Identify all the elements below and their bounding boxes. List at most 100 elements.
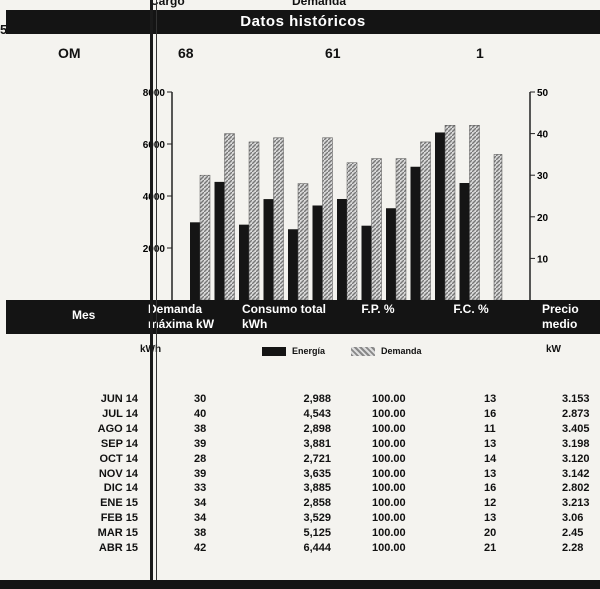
bar-demanda <box>493 154 503 300</box>
cell-consumo: 3,881 <box>303 437 331 450</box>
table-row: SEP 14 39 3,881 100.00 13 3.198 <box>0 438 600 450</box>
table-row: DIC 14 33 3,885 100.00 16 2.802 <box>0 482 600 494</box>
left-axis-tick-label: 6000 <box>143 140 166 151</box>
cell-precio: 2.45 <box>562 527 584 540</box>
cell-consumo: 5,125 <box>303 527 331 540</box>
bar-energia <box>288 229 298 300</box>
bar-demanda <box>444 125 456 300</box>
cell-demanda: 39 <box>194 437 207 450</box>
left-axis-tick-label: 2000 <box>143 244 166 255</box>
history-chart: 2000 4000 6000 8000 10 20 30 40 50 <box>143 88 549 300</box>
table-row: JUL 14 40 4,543 100.00 16 2.873 <box>0 408 600 420</box>
bar-energia <box>435 132 445 300</box>
col-header-precio: Precio medio <box>542 302 579 331</box>
cell-mes: SEP 14 <box>100 437 138 450</box>
col-header-demanda: Demanda máxima kW <box>148 302 215 331</box>
table-row: MAR 15 38 5,125 100.00 20 2.45 <box>0 527 600 539</box>
bar-energia <box>214 181 225 300</box>
cell-consumo: 2,721 <box>303 452 331 465</box>
bar-demanda <box>322 137 333 300</box>
table-row: FEB 15 34 3,529 100.00 13 3.06 <box>0 512 600 524</box>
summary-label: OM <box>58 45 81 61</box>
cell-fc: 13 <box>484 437 497 450</box>
cell-precio: 2.28 <box>562 542 584 554</box>
bar-demanda <box>469 125 480 300</box>
table-row: ABR 15 42 6,444 100.00 21 2.28 <box>0 542 600 554</box>
cell-precio: 3.06 <box>562 512 584 525</box>
bar-energia <box>312 205 323 300</box>
cell-demanda: 30 <box>194 393 207 405</box>
cell-mes: ABR 15 <box>98 542 138 554</box>
table-row: JUN 14 30 2,988 100.00 13 3.153 <box>0 393 600 405</box>
cell-demanda: 38 <box>194 527 207 540</box>
legend-label-energia: Energía <box>292 346 326 356</box>
bar-energia <box>190 222 200 300</box>
left-axis-tick-label: 4000 <box>143 192 166 203</box>
cell-mes: JUN 14 <box>100 393 138 405</box>
bar-energia <box>459 183 470 300</box>
cell-consumo: 6,444 <box>303 542 331 554</box>
bar-demanda <box>371 158 382 300</box>
cell-consumo: 2,898 <box>303 422 331 435</box>
cell-fp: 100.00 <box>372 542 406 554</box>
cell-precio: 3.120 <box>562 452 590 465</box>
cell-precio: 3.153 <box>562 393 590 405</box>
col-header-mes: Mes <box>72 308 96 322</box>
table-row: AGO 14 38 2,898 100.00 11 3.405 <box>0 423 600 435</box>
cell-demanda: 33 <box>194 482 207 495</box>
bar-energia <box>239 224 249 300</box>
bar-demanda <box>248 141 260 300</box>
cell-precio: 2.873 <box>562 407 590 420</box>
cell-fp: 100.00 <box>372 437 406 450</box>
cut-header-demanda: Demanda <box>292 0 347 8</box>
cell-fp: 100.00 <box>372 527 406 540</box>
cell-precio: 3.213 <box>562 497 590 510</box>
table-row: ENE 15 34 2,858 100.00 12 3.213 <box>0 497 600 509</box>
summary-value-3: 1 <box>476 45 484 61</box>
cell-fp: 100.00 <box>372 512 406 525</box>
cell-consumo: 4,543 <box>303 407 331 420</box>
col-header-fp: F.P. % <box>361 302 395 316</box>
cell-precio: 2.802 <box>562 482 590 495</box>
summary-value-1: 68 <box>178 45 194 61</box>
table-row: OCT 14 28 2,721 100.00 14 3.120 <box>0 453 600 465</box>
bar-demanda <box>199 174 211 300</box>
cell-precio: 3.142 <box>562 467 590 480</box>
vertical-rule-left <box>150 0 153 589</box>
chart-legend: Energía Demanda <box>262 346 422 356</box>
cell-consumo: 3,885 <box>303 482 331 495</box>
right-axis-unit: kW <box>546 344 561 355</box>
bar-energia <box>386 208 396 300</box>
bar-energia <box>410 166 421 300</box>
cell-mes: OCT 14 <box>99 452 138 465</box>
left-cut-number: 5 <box>0 22 8 37</box>
bar-energia <box>337 198 347 300</box>
bottom-bar <box>0 580 600 589</box>
bar-demanda <box>297 183 309 300</box>
cell-fc: 11 <box>484 422 496 435</box>
cell-precio: 3.405 <box>562 422 590 435</box>
cell-fp: 100.00 <box>372 467 406 480</box>
summary-value-2: 61 <box>325 45 341 61</box>
cell-consumo: 3,635 <box>303 467 331 480</box>
cell-mes: NOV 14 <box>98 467 138 480</box>
cell-fp: 100.00 <box>372 407 406 420</box>
cell-demanda: 40 <box>194 407 207 420</box>
cell-demanda: 39 <box>194 467 207 480</box>
cell-fc: 13 <box>484 393 497 405</box>
cell-demanda: 34 <box>194 512 207 525</box>
right-axis-tick-label: 50 <box>537 88 549 99</box>
cell-fc: 20 <box>484 527 497 540</box>
cell-fc: 16 <box>484 407 497 420</box>
cell-mes: FEB 15 <box>100 512 138 525</box>
right-axis-tick-label: 30 <box>537 171 549 182</box>
right-axis-tick-label: 20 <box>537 213 549 224</box>
cell-mes: AGO 14 <box>97 422 138 435</box>
cell-mes: DIC 14 <box>103 482 138 495</box>
bar-demanda <box>224 133 235 300</box>
cell-consumo: 2,988 <box>303 393 331 405</box>
cell-demanda: 34 <box>194 497 207 510</box>
bar-demanda <box>273 137 284 300</box>
bar-demanda <box>395 158 407 300</box>
left-axis-tick-label: 8000 <box>143 88 166 99</box>
